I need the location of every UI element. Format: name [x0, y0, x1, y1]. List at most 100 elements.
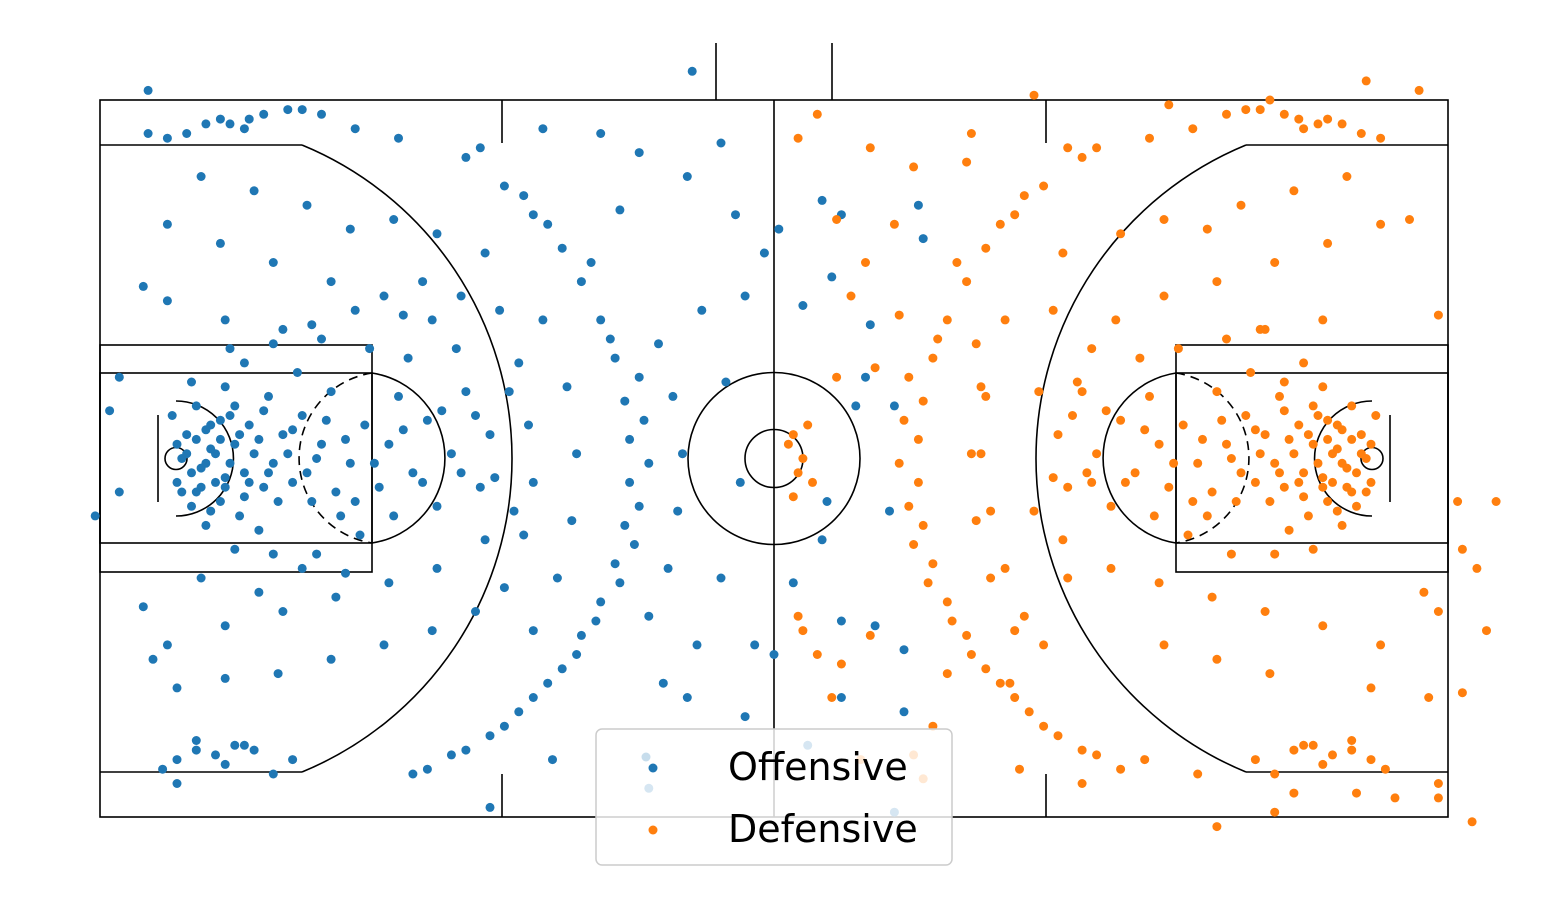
defensive-point: [1289, 745, 1299, 755]
defensive-point: [1202, 511, 1212, 521]
defensive-point: [909, 540, 919, 549]
defensive-point: [788, 430, 798, 440]
offensive-point: [731, 210, 740, 220]
offensive-point: [427, 626, 437, 636]
offensive-point: [750, 640, 760, 650]
offensive-point: [220, 315, 230, 325]
defensive-point: [1308, 740, 1318, 750]
defensive-point: [1270, 769, 1280, 779]
defensive-point: [1053, 430, 1063, 440]
defensive-point: [1087, 477, 1097, 487]
offensive-point: [548, 755, 557, 765]
defensive-point: [1328, 477, 1337, 487]
defensive-point: [942, 315, 952, 325]
defensive-point: [1236, 200, 1246, 210]
defensive-point: [1053, 731, 1063, 741]
offensive-point: [398, 310, 408, 320]
right-inner-lane: [1175, 372, 1449, 544]
legend: Offensive Defensive: [595, 728, 953, 866]
offensive-point: [341, 434, 350, 444]
offensive-point: [673, 506, 683, 516]
defensive-point: [1299, 468, 1309, 478]
offensive-point: [312, 549, 322, 559]
defensive-point: [918, 396, 928, 406]
defensive-point: [995, 219, 1005, 229]
right-restricted-arc: [1313, 400, 1373, 517]
defensive-point: [1414, 85, 1424, 95]
offensive-point: [365, 344, 375, 354]
offensive-point: [254, 587, 264, 597]
defensive-point: [942, 597, 952, 607]
defensive-point: [1366, 439, 1376, 449]
defensive-point: [913, 477, 923, 487]
defensive-point: [1193, 458, 1203, 468]
defensive-point: [976, 382, 986, 392]
offensive-point: [268, 549, 278, 559]
defensive-point: [1159, 215, 1169, 224]
defensive-point: [1019, 191, 1029, 201]
defensive-point: [1063, 482, 1073, 492]
right-free-throw-arc-dashed: [1175, 372, 1250, 544]
offensive-point: [239, 740, 249, 750]
defensive-point: [803, 420, 813, 430]
defensive-point: [913, 434, 923, 444]
offensive-point: [798, 301, 808, 310]
defensive-point: [1299, 358, 1309, 368]
offensive-point: [244, 114, 254, 124]
defensive-point: [1318, 473, 1328, 483]
offensive-point: [485, 731, 495, 741]
defensive-point: [904, 372, 914, 382]
offensive-point: [254, 434, 264, 444]
offensive-point: [499, 181, 509, 191]
defensive-point: [1029, 506, 1039, 516]
defensive-point: [1024, 707, 1034, 717]
offensive-point: [379, 640, 389, 650]
offensive-point: [576, 630, 586, 640]
offensive-point: [519, 191, 529, 201]
offensive-point: [716, 573, 726, 583]
offensive-point: [610, 559, 620, 569]
right-free-throw-arc: [1102, 372, 1177, 544]
defensive-point: [1356, 129, 1366, 138]
offensive-point: [408, 769, 418, 779]
defensive-point: [894, 458, 904, 468]
offensive-point: [610, 353, 620, 363]
center-circle-outer: [687, 371, 861, 546]
defensive-point: [1106, 501, 1116, 511]
offensive-point: [682, 693, 692, 702]
offensive-point: [187, 377, 196, 387]
offensive-point: [629, 540, 639, 549]
offensive-point: [259, 109, 269, 119]
offensive-point: [817, 195, 827, 205]
defensive-point: [1207, 592, 1217, 602]
defensive-point: [981, 391, 991, 401]
defensive-point: [1366, 683, 1376, 693]
offensive-point: [292, 368, 302, 377]
offensive-point: [114, 487, 124, 497]
offensive-point: [528, 210, 538, 220]
offensive-point: [557, 664, 567, 674]
defensive-point: [1424, 693, 1434, 702]
left-outer-lane: [99, 344, 373, 573]
defensive-point: [1433, 793, 1443, 803]
offensive-point: [663, 563, 673, 573]
offensive-point: [172, 477, 182, 487]
offensive-point: [572, 449, 582, 459]
offensive-point: [191, 736, 201, 745]
defensive-point: [1092, 449, 1102, 459]
offensive-point: [196, 172, 206, 181]
offensive-point: [196, 463, 206, 473]
offensive-point: [249, 449, 259, 459]
offensive-point: [201, 119, 211, 129]
defensive-point: [1313, 458, 1323, 468]
offensive-point: [177, 487, 187, 497]
defensive-point: [1270, 258, 1280, 267]
offensive-point: [162, 219, 172, 229]
offensive-point: [836, 616, 846, 626]
defensive-point: [1120, 477, 1130, 487]
offensive-point: [254, 525, 264, 535]
defensive-point: [1303, 511, 1313, 521]
defensive-point: [928, 353, 938, 363]
defensive-point: [1135, 353, 1145, 363]
